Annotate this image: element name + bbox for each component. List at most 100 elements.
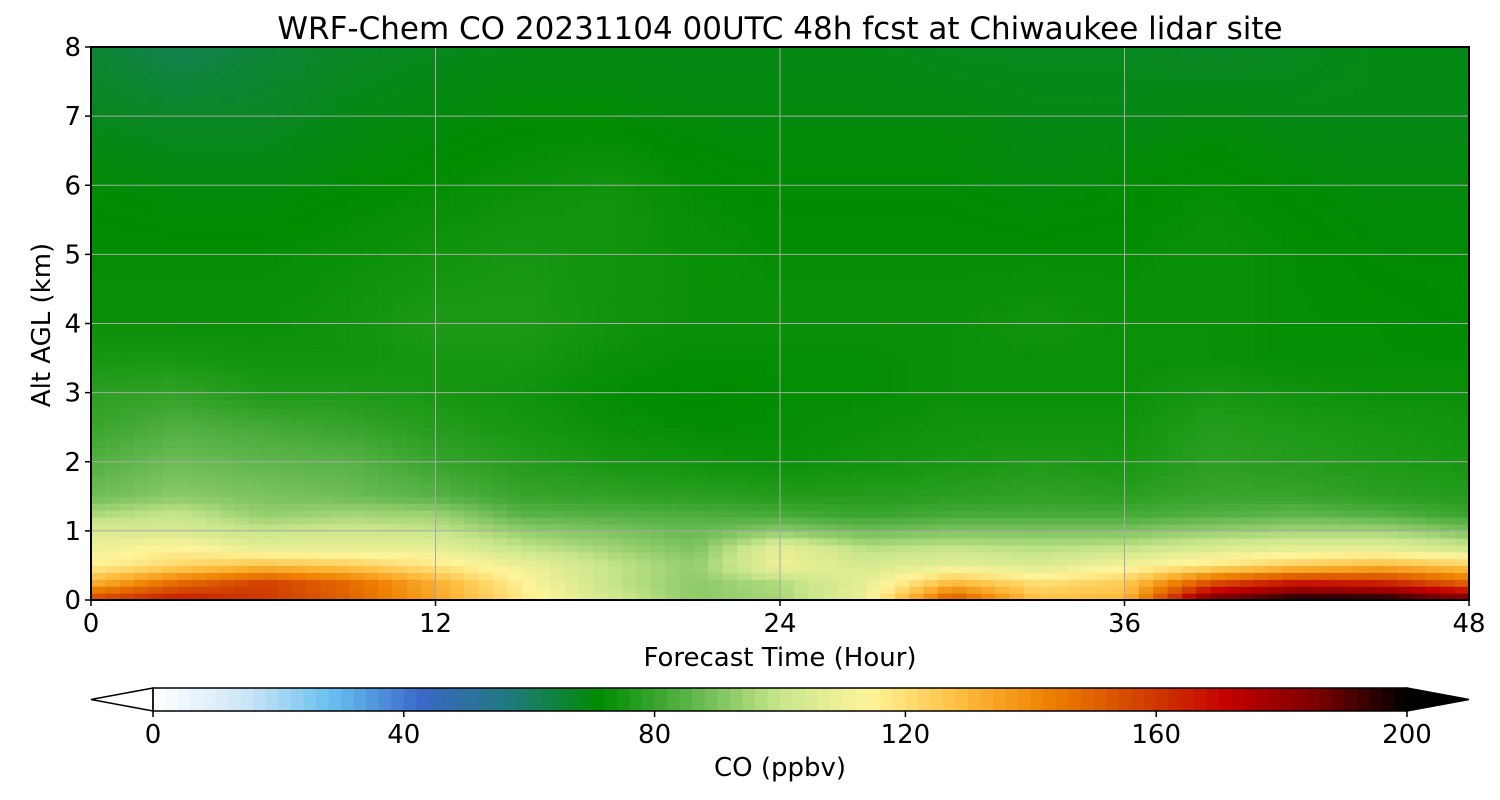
heatmap-cell [751, 551, 767, 560]
heatmap-cell [220, 510, 236, 518]
heatmap-cell [1253, 385, 1269, 394]
heatmap-cell [1009, 447, 1025, 456]
heatmap-cell [1052, 489, 1068, 497]
heatmap-cell [708, 489, 724, 497]
heatmap-cell [966, 330, 982, 338]
heatmap-cell [980, 517, 996, 525]
heatmap-cell [550, 447, 566, 456]
heatmap-cell [1440, 510, 1456, 518]
heatmap-cell [564, 593, 580, 601]
heatmap-cell [1354, 468, 1370, 477]
heatmap-cell [119, 530, 135, 539]
heatmap-cell [880, 295, 896, 304]
heatmap-cell [1181, 447, 1197, 456]
heatmap-cell [736, 302, 752, 311]
heatmap-cell [579, 489, 594, 497]
heatmap-cell [521, 454, 537, 463]
heatmap-cell [894, 261, 910, 269]
heatmap-cell [406, 406, 422, 414]
heatmap-cell [751, 510, 767, 518]
heatmap-cell [392, 351, 408, 359]
heatmap-cell [1354, 344, 1370, 352]
heatmap-cell [105, 392, 121, 401]
heatmap-cell [550, 268, 566, 276]
heatmap-cell [1038, 261, 1054, 269]
heatmap-cell [134, 496, 150, 504]
heatmap-cell [1382, 510, 1398, 518]
heatmap-cell [248, 551, 264, 560]
heatmap-cell [1239, 406, 1255, 414]
heatmap-cell [880, 572, 896, 580]
heatmap-cell [248, 468, 264, 477]
heatmap-cell [177, 427, 193, 435]
heatmap-cell [1339, 309, 1355, 318]
heatmap-cell [1325, 302, 1341, 311]
heatmap-cell [435, 344, 451, 352]
heatmap-cell [191, 275, 207, 283]
heatmap-cell [894, 503, 910, 511]
heatmap-cell [909, 371, 925, 380]
heatmap-cell [1282, 544, 1298, 553]
heatmap-cell [177, 378, 193, 387]
heatmap-cell [263, 316, 279, 325]
heatmap-cell [665, 288, 681, 297]
heatmap-cell [521, 364, 537, 373]
heatmap-cell [780, 282, 795, 290]
heatmap-cell [119, 358, 135, 366]
heatmap-cell [320, 288, 336, 297]
heatmap-cell [105, 496, 121, 504]
heatmap-cell [421, 572, 437, 580]
heatmap-cell [851, 482, 867, 490]
heatmap-cell [406, 364, 422, 373]
heatmap-cell [894, 579, 910, 587]
heatmap-cell [708, 378, 724, 387]
heatmap-cell [1325, 503, 1341, 511]
heatmap-cell [1296, 330, 1312, 338]
heatmap-cell [248, 378, 264, 387]
heatmap-cell [1009, 496, 1025, 504]
heatmap-cell [478, 247, 494, 255]
heatmap-cell [1052, 364, 1068, 373]
heatmap-cell [1110, 447, 1126, 456]
heatmap-cell [1382, 454, 1398, 463]
heatmap-cell [679, 544, 695, 553]
heatmap-cell [1052, 275, 1068, 283]
heatmap-cell [134, 233, 150, 242]
heatmap-cell [1124, 330, 1140, 338]
heatmap-cell [378, 261, 394, 269]
heatmap-cell [306, 254, 322, 262]
heatmap-cell [507, 496, 523, 504]
heatmap-cell [1454, 399, 1470, 408]
heatmap-cell [1138, 482, 1154, 490]
heatmap-cell [708, 282, 724, 290]
heatmap-cell [937, 240, 953, 249]
heatmap-cell [1196, 523, 1212, 532]
heatmap-cell [449, 530, 465, 539]
heatmap-cell [1124, 295, 1140, 304]
heatmap-cell [148, 309, 164, 318]
heatmap-cell [105, 593, 121, 601]
heatmap-cell [1167, 537, 1183, 546]
heatmap-cell [134, 275, 150, 283]
heatmap-cell [435, 385, 451, 394]
heatmap-cell [291, 268, 307, 276]
heatmap-cell [1224, 247, 1240, 255]
heatmap-cell [177, 240, 193, 249]
heatmap-cell [220, 344, 236, 352]
heatmap-cell [464, 413, 480, 421]
heatmap-cell [923, 579, 939, 587]
heatmap-cell [937, 489, 953, 497]
heatmap-cell [693, 551, 709, 560]
heatmap-cell [1210, 371, 1226, 380]
heatmap-cell [406, 316, 422, 325]
heatmap-cell [679, 530, 695, 539]
heatmap-cell [263, 295, 279, 304]
heatmap-cell [234, 551, 250, 560]
heatmap-cell [1181, 295, 1197, 304]
heatmap-cell [507, 530, 523, 539]
heatmap-cell [693, 323, 709, 332]
heatmap-cell [306, 240, 322, 249]
heatmap-cell [119, 523, 135, 532]
heatmap-cell [923, 544, 939, 553]
heatmap-cell [220, 261, 236, 269]
